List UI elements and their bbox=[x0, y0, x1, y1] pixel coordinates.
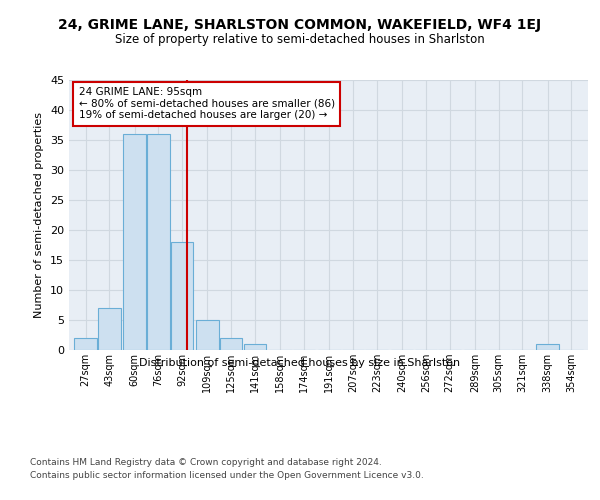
Text: 24 GRIME LANE: 95sqm
← 80% of semi-detached houses are smaller (86)
19% of semi-: 24 GRIME LANE: 95sqm ← 80% of semi-detac… bbox=[79, 87, 335, 120]
Bar bbox=[74, 338, 97, 350]
Text: Contains public sector information licensed under the Open Government Licence v3: Contains public sector information licen… bbox=[30, 472, 424, 480]
Text: Size of property relative to semi-detached houses in Sharlston: Size of property relative to semi-detach… bbox=[115, 32, 485, 46]
Text: Contains HM Land Registry data © Crown copyright and database right 2024.: Contains HM Land Registry data © Crown c… bbox=[30, 458, 382, 467]
Bar bbox=[98, 308, 121, 350]
Text: Distribution of semi-detached houses by size in Sharlston: Distribution of semi-detached houses by … bbox=[139, 358, 461, 368]
Text: 24, GRIME LANE, SHARLSTON COMMON, WAKEFIELD, WF4 1EJ: 24, GRIME LANE, SHARLSTON COMMON, WAKEFI… bbox=[58, 18, 542, 32]
Y-axis label: Number of semi-detached properties: Number of semi-detached properties bbox=[34, 112, 44, 318]
Bar bbox=[147, 134, 170, 350]
Bar bbox=[536, 344, 559, 350]
Bar bbox=[124, 134, 146, 350]
Bar bbox=[220, 338, 242, 350]
Bar bbox=[196, 320, 219, 350]
Bar bbox=[244, 344, 266, 350]
Bar bbox=[171, 242, 193, 350]
